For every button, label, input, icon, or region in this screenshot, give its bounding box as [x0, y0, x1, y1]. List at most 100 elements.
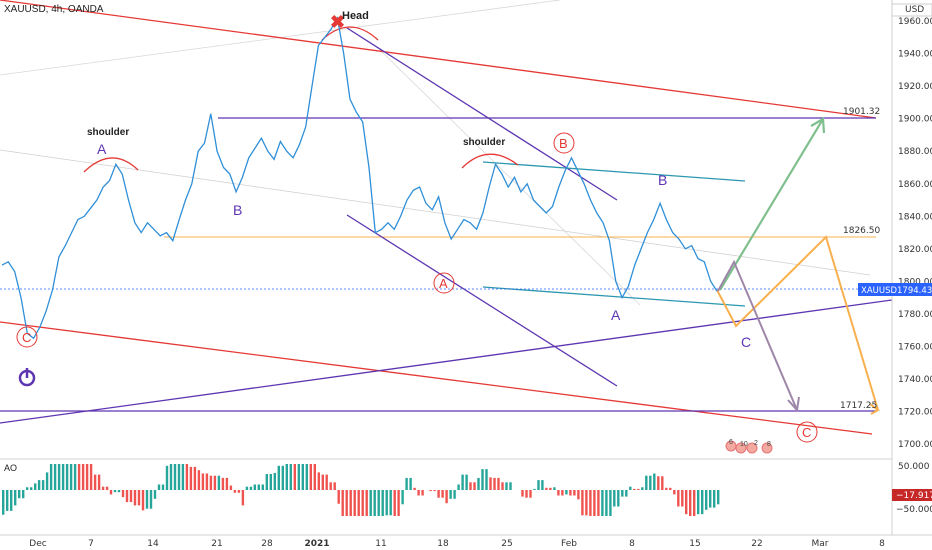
helper-line — [379, 49, 641, 306]
ao-bar — [277, 465, 280, 490]
label-A-right: A — [611, 307, 621, 323]
ao-bar — [689, 490, 692, 516]
ao-bar — [533, 488, 536, 490]
ao-bar — [49, 464, 53, 490]
event-badge[interactable] — [761, 442, 773, 454]
ao-bar — [485, 469, 488, 490]
level-label-1826: 1826.50 — [843, 226, 880, 236]
purple-down-trend-lower[interactable] — [346, 214, 618, 387]
label-C-right: C — [741, 334, 751, 350]
ao-bar — [18, 490, 21, 499]
price-axis-bg[interactable] — [892, 0, 932, 535]
ao-bar — [369, 490, 372, 516]
ao-bar — [389, 490, 392, 516]
time-tick-label: 8 — [879, 539, 885, 549]
ao-bar — [149, 490, 153, 509]
ao-bar — [417, 490, 420, 496]
price-tick-label: 1740.00 — [898, 375, 932, 385]
ao-bar — [573, 490, 576, 496]
teal-lower[interactable] — [482, 286, 746, 307]
ao-bar — [437, 490, 440, 498]
ao-bar — [121, 490, 125, 498]
label-head: Head — [342, 10, 369, 22]
ao-bar — [265, 474, 268, 490]
price-tick-label: 1720.00 — [898, 407, 932, 417]
ao-bar — [697, 490, 700, 515]
price-tick-label: 1860.00 — [898, 180, 932, 190]
ao-value-text: −17.917 — [896, 491, 932, 501]
ao-bar — [621, 490, 624, 497]
ao-bar — [605, 490, 608, 516]
time-tick-label: 2021 — [304, 539, 329, 549]
purple-support-trend[interactable] — [0, 299, 893, 424]
purple-down-trend-upper[interactable] — [346, 27, 618, 201]
price-tick-label: 1920.00 — [898, 82, 932, 92]
ao-bar — [169, 464, 173, 490]
time-axis[interactable]: Dec 7 14 21 28 2021 11 18 25 Feb 8 15 22 Mar 8 — [29, 539, 885, 549]
time-tick-label: 15 — [689, 539, 700, 549]
ao-bar — [625, 490, 628, 497]
ao-bar — [233, 490, 237, 493]
ao-bar — [613, 490, 616, 507]
ao-bar — [253, 484, 256, 490]
ao-bar — [141, 490, 145, 511]
price-badge-value: 1794.436 — [897, 286, 932, 296]
ao-bar — [125, 490, 129, 503]
price-tick-label: 1840.00 — [898, 212, 932, 222]
ao-bar — [81, 464, 85, 490]
ao-bar — [6, 490, 9, 511]
circle-C-left — [16, 326, 38, 348]
ao-bar — [189, 466, 193, 490]
ao-bar — [213, 475, 217, 490]
ao-bar — [597, 490, 600, 516]
ao-bar — [245, 486, 249, 490]
ao-bar — [565, 490, 568, 495]
ao-bar — [293, 464, 296, 490]
ao-bar — [53, 464, 57, 490]
event-badge-count: 6 — [729, 439, 733, 446]
event-badge[interactable] — [746, 442, 758, 454]
time-tick-label: 21 — [211, 539, 222, 549]
orange-projection[interactable] — [716, 235, 879, 411]
events-badges[interactable]: 6 10 2 8 — [725, 439, 773, 454]
ao-bar — [69, 464, 73, 490]
ao-bar — [561, 490, 564, 496]
ao-bar — [209, 475, 213, 490]
price-tick-label: 1800.00 — [898, 277, 932, 287]
currency-label: USD — [905, 5, 924, 15]
ao-bar — [481, 469, 484, 490]
ao-bar — [545, 487, 548, 490]
event-badge[interactable] — [735, 442, 747, 454]
ao-bar — [329, 482, 332, 490]
symbol-title: XAUUSD, 4h, OANDA — [4, 4, 104, 15]
price-badge — [858, 283, 932, 296]
ao-bar — [405, 477, 408, 490]
ao-bar — [477, 477, 480, 490]
ao-value-badge — [892, 489, 932, 501]
ao-bar — [541, 480, 544, 490]
ao-bar — [585, 490, 588, 516]
ao-bar — [473, 482, 476, 490]
grey-projection[interactable] — [717, 259, 798, 411]
price-series-line[interactable] — [1, 15, 718, 340]
ao-bar — [105, 486, 109, 490]
currency-box[interactable] — [891, 3, 932, 17]
ao-bar — [97, 474, 101, 490]
ao-bar — [705, 490, 708, 510]
teal-upper[interactable] — [482, 161, 746, 182]
ao-bar — [113, 490, 117, 493]
red-channel-upper[interactable] — [0, 0, 877, 119]
red-channel-lower[interactable] — [0, 321, 873, 435]
ao-bar — [285, 464, 288, 490]
ao-bar — [409, 477, 412, 490]
ao-bar — [34, 483, 37, 490]
price-tick-label: 1960.00 — [898, 17, 932, 27]
price-tick-label: 1940.00 — [898, 50, 932, 60]
ao-bar — [609, 490, 612, 516]
ao-bar — [109, 490, 113, 495]
green-projection[interactable] — [719, 118, 824, 291]
ao-bar — [229, 485, 233, 490]
ao-bar — [221, 477, 225, 490]
ao-bar — [157, 484, 161, 490]
